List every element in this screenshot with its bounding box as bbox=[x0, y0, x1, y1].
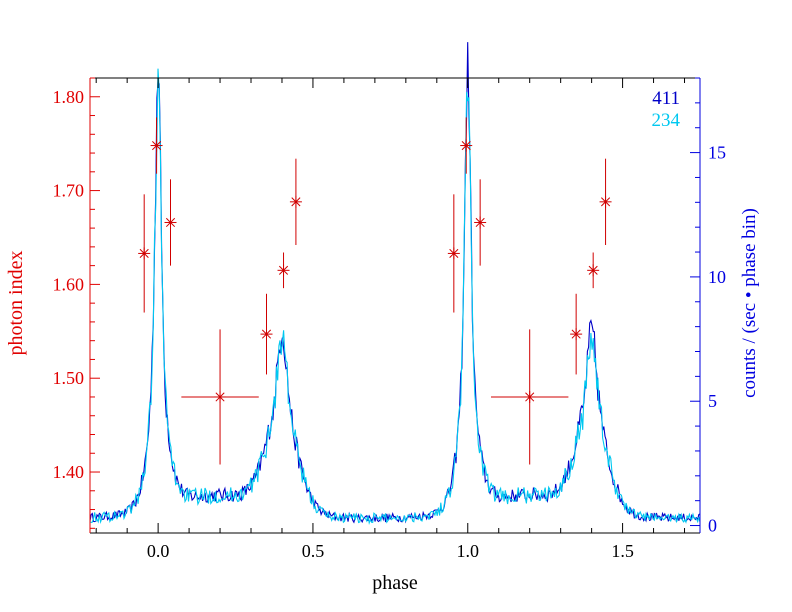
y-axis-left-label: photon index bbox=[5, 251, 27, 356]
x-axis-label: phase bbox=[372, 572, 418, 594]
y-right-tick-label: 10 bbox=[708, 267, 726, 287]
points-layer bbox=[138, 117, 612, 465]
data-point bbox=[474, 179, 487, 266]
data-point bbox=[164, 179, 177, 266]
y-right-tick-label: 0 bbox=[708, 516, 717, 536]
data-point bbox=[138, 194, 151, 313]
y-left-tick-label: 1.60 bbox=[53, 274, 85, 294]
data-point bbox=[277, 252, 290, 289]
point-marker-d2 bbox=[588, 265, 598, 275]
point-marker-d2 bbox=[165, 217, 176, 228]
y-axis-right-label: counts / (sec • phase bin) bbox=[739, 208, 760, 398]
data-point bbox=[289, 158, 302, 245]
y-left-tick-label: 1.80 bbox=[53, 87, 85, 107]
point-marker-d2 bbox=[291, 197, 301, 207]
data-point bbox=[490, 329, 569, 465]
legend-entry-411: 411 bbox=[652, 88, 680, 109]
data-point bbox=[587, 252, 600, 289]
point-marker-d2 bbox=[278, 265, 289, 275]
data-point bbox=[181, 329, 259, 465]
legend-entry-234: 234 bbox=[652, 110, 681, 131]
point-marker-d2 bbox=[475, 217, 485, 228]
data-point bbox=[150, 117, 163, 174]
point-marker-d2 bbox=[571, 329, 581, 339]
data-point bbox=[570, 293, 583, 375]
data-point bbox=[460, 117, 473, 174]
y-left-tick-label: 1.70 bbox=[53, 181, 85, 201]
y-right-tick-label: 5 bbox=[708, 391, 717, 411]
y-right-tick-label: 15 bbox=[708, 143, 726, 163]
point-marker-d2 bbox=[215, 392, 225, 402]
point-marker-d2 bbox=[139, 248, 149, 258]
data-point bbox=[447, 194, 460, 313]
point-marker-d2 bbox=[152, 140, 162, 151]
series-layer bbox=[89, 42, 701, 525]
point-marker-d2 bbox=[525, 392, 535, 402]
x-tick-label: 1.0 bbox=[457, 541, 480, 561]
x-tick-label: 0.5 bbox=[302, 541, 325, 561]
point-marker-d2 bbox=[601, 197, 611, 207]
data-point bbox=[599, 158, 612, 245]
x-tick-label: 0.0 bbox=[147, 541, 170, 561]
axes-layer: 0.0 0.5 1.0 1.5 1.40 1.50 1.60 1.70 1.80 0 5 10 15 bbox=[53, 77, 726, 561]
y-left-tick-label: 1.40 bbox=[53, 462, 85, 482]
x-tick-label: 1.5 bbox=[611, 541, 634, 561]
data-point bbox=[260, 293, 273, 375]
series-line-234 bbox=[89, 68, 701, 525]
point-marker-d2 bbox=[261, 329, 272, 339]
y-left-tick-label: 1.50 bbox=[53, 368, 85, 388]
point-marker-d2 bbox=[449, 248, 459, 258]
point-marker-d2 bbox=[461, 140, 471, 151]
